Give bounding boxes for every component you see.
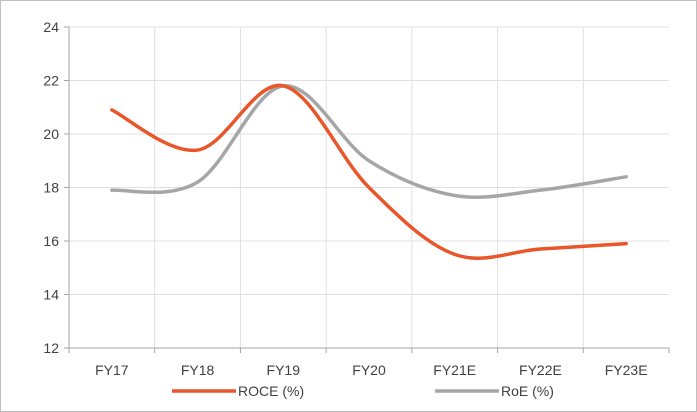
legend: ROCE (%) RoE (%): [172, 383, 554, 399]
x-tick-label: FY19: [267, 362, 301, 378]
series-line-roce: [110, 83, 628, 260]
x-tick-label: FY22E: [519, 362, 562, 378]
x-tick-label: FY18: [181, 362, 215, 378]
x-tick-label: FY20: [352, 362, 386, 378]
y-tick-label: 14: [43, 287, 59, 303]
y-tick-label: 24: [43, 19, 59, 35]
y-tick-label: 16: [43, 233, 59, 249]
legend-label: ROCE (%): [238, 383, 304, 399]
legend-label: RoE (%): [501, 383, 554, 399]
y-tick-label: 22: [43, 73, 59, 89]
axes: [64, 26, 670, 353]
gridlines: [69, 26, 669, 348]
series-line-roe: [110, 84, 628, 199]
tick-labels: 12 14 16 18 20 22 24 FY17 FY18 FY19 FY20 FY21E FY22E…: [43, 19, 647, 378]
y-tick-label: 18: [43, 180, 59, 196]
x-tick-label: FY21E: [433, 362, 476, 378]
x-tick-label: FY23E: [605, 362, 648, 378]
y-tick-label: 12: [43, 340, 59, 356]
y-tick-label: 20: [43, 126, 59, 142]
x-tick-label: FY17: [95, 362, 129, 378]
series-lines: [110, 83, 628, 260]
